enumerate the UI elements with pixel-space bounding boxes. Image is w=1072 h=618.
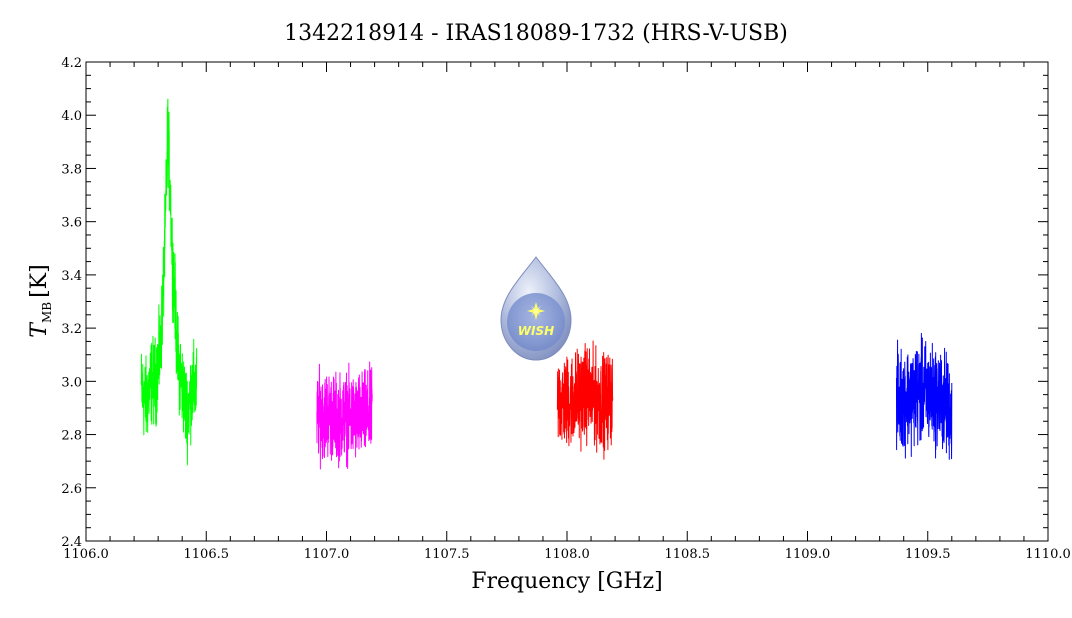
- spectrum-series-2: [316, 361, 373, 470]
- y-tick-label: 3.0: [61, 375, 82, 390]
- y-tick-label: 4.0: [61, 109, 82, 124]
- x-tick-labels: 1106.0 1106.5 1107.0 1107.5 1108.0 1108.5 1109…: [63, 547, 1071, 562]
- y-axis-label-main: T: [27, 321, 52, 338]
- spectrum-series-4: [895, 332, 953, 460]
- y-tick-label: 3.6: [61, 216, 82, 231]
- spectrum-series-1: [140, 98, 198, 466]
- star-icon: [527, 302, 545, 320]
- x-tick-label: 1106.5: [184, 547, 230, 562]
- y-tick-label: 3.8: [61, 162, 82, 177]
- y-tick-label: 4.2: [61, 56, 82, 71]
- y-tick-label: 2.6: [61, 482, 82, 497]
- x-tick-label: 1109.5: [905, 547, 951, 562]
- spectrum-series-3: [556, 340, 614, 460]
- y-axis-label: TMB [K]: [27, 264, 54, 337]
- wish-inner-globe: [507, 293, 565, 351]
- y-axis-label-unit: [K]: [27, 264, 52, 298]
- x-tick-label: 1107.5: [424, 547, 470, 562]
- svg-text:TMB[K]: TMB [K]: [27, 264, 54, 337]
- wish-logo-text: WISH: [518, 324, 554, 338]
- wish-logo: WISH: [500, 256, 572, 361]
- y-axis-label-sub: MB: [40, 302, 54, 323]
- y-tick-labels: 2.4 2.6 2.8 3.0 3.2 3.4 3.6 3.8 4.0 4.2: [61, 56, 82, 550]
- x-tick-label: 1109.0: [785, 547, 831, 562]
- y-tick-label: 3.4: [61, 269, 82, 284]
- x-tick-label: 1108.0: [544, 547, 590, 562]
- axis-ticks: [85, 61, 1049, 542]
- x-tick-label: 1108.5: [665, 547, 711, 562]
- chart-title: 1342218914 - IRAS18089-1732 (HRS-V-USB): [284, 21, 788, 46]
- y-tick-label: 2.4: [61, 535, 82, 550]
- x-tick-label: 1107.0: [304, 547, 350, 562]
- y-tick-label: 2.8: [61, 429, 82, 444]
- x-tick-label: 1110.0: [1025, 547, 1071, 562]
- spectra: [140, 98, 953, 470]
- x-axis-label: Frequency [GHz]: [471, 569, 663, 594]
- x-tick-label: 1106.0: [63, 547, 109, 562]
- y-tick-label: 3.2: [61, 322, 82, 337]
